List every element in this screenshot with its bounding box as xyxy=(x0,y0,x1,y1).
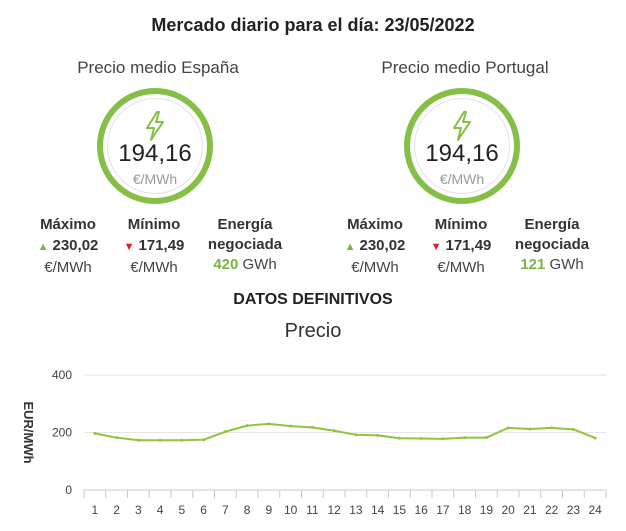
min-unit: €/MWh xyxy=(437,259,485,276)
energy-label-line1: Energía xyxy=(524,216,580,233)
data-point xyxy=(180,438,184,442)
data-point xyxy=(289,424,293,428)
max-stat: Máximo ▲ 230,02 €/MWh xyxy=(28,215,108,278)
x-tick-label: 9 xyxy=(266,503,273,517)
x-tick-label: 24 xyxy=(588,503,602,517)
x-tick-label: 4 xyxy=(157,503,164,517)
data-point xyxy=(310,425,314,429)
x-tick-label: 14 xyxy=(371,503,385,517)
data-point xyxy=(332,429,336,433)
triangle-down-icon: ▼ xyxy=(123,241,135,253)
chart-title: Precio xyxy=(284,320,342,342)
y-axis-label: EUR/MWh xyxy=(21,401,36,463)
min-stat: Mínimo ▼ 171,49 €/MWh xyxy=(419,215,503,278)
data-point xyxy=(484,436,488,440)
x-tick-label: 19 xyxy=(480,503,494,517)
data-point xyxy=(593,436,597,440)
data-point xyxy=(267,422,271,426)
x-tick-label: 13 xyxy=(349,503,363,517)
max-value: 230,02 xyxy=(52,237,99,254)
average-price: 194,16 xyxy=(118,140,192,167)
data-point xyxy=(158,438,162,442)
triangle-up-icon: ▲ xyxy=(344,241,356,253)
x-tick-label: 8 xyxy=(244,503,251,517)
min-stat: Mínimo ▼ 171,49 €/MWh xyxy=(112,215,196,278)
page-title: Mercado diario para el día: 23/05/2022 xyxy=(151,15,475,35)
x-tick-label: 3 xyxy=(135,503,142,517)
data-point xyxy=(245,424,249,428)
triangle-down-icon: ▼ xyxy=(430,241,442,253)
max-unit: €/MWh xyxy=(44,259,92,276)
energy-label-line2: negociada xyxy=(207,236,283,253)
data-point xyxy=(93,431,97,435)
min-value: 171,49 xyxy=(445,237,492,254)
energy-value: 420 xyxy=(213,256,239,273)
x-tick-label: 16 xyxy=(414,503,428,517)
series-line xyxy=(93,422,597,442)
x-tick-label: 20 xyxy=(501,503,515,517)
energy-unit: GWh xyxy=(242,256,277,273)
data-point xyxy=(136,438,140,442)
x-tick-label: 21 xyxy=(523,503,537,517)
energy-unit: GWh xyxy=(549,256,584,273)
data-point xyxy=(354,433,358,437)
energy-value: 121 xyxy=(520,256,546,273)
x-tick-label: 2 xyxy=(113,503,120,517)
x-tick-label: 10 xyxy=(284,503,298,517)
min-label: Mínimo xyxy=(127,216,181,233)
y-tick-label: 200 xyxy=(52,426,72,440)
min-unit: €/MWh xyxy=(130,259,178,276)
price-ring: 194,16 €/MWh xyxy=(97,88,213,204)
data-point xyxy=(441,437,445,441)
min-label: Mínimo xyxy=(434,216,488,233)
market-name: Precio medio España xyxy=(77,58,239,77)
x-tick-label: 11 xyxy=(306,503,319,517)
market-name: Precio medio Portugal xyxy=(381,58,549,77)
data-point xyxy=(528,427,532,431)
x-tick-label: 15 xyxy=(393,503,407,517)
x-tick-label: 1 xyxy=(92,503,99,517)
data-point xyxy=(223,430,227,434)
data-point xyxy=(506,426,510,430)
section-heading: DATOS DEFINITIVOS xyxy=(233,291,393,308)
max-label: Máximo xyxy=(40,216,96,233)
energy-label-line2: negociada xyxy=(514,236,590,253)
x-tick-label: 6 xyxy=(200,503,207,517)
x-tick-label: 22 xyxy=(545,503,559,517)
max-stat: Máximo ▲ 230,02 €/MWh xyxy=(335,215,415,278)
max-unit: €/MWh xyxy=(351,259,399,276)
average-price: 194,16 xyxy=(425,140,499,167)
data-point xyxy=(202,438,206,442)
data-point xyxy=(376,433,380,437)
y-tick-label: 0 xyxy=(65,483,72,497)
data-point xyxy=(419,437,423,441)
x-tick-label: 17 xyxy=(436,503,450,517)
triangle-up-icon: ▲ xyxy=(37,241,49,253)
x-tick-label: 5 xyxy=(179,503,186,517)
x-tick-label: 23 xyxy=(567,503,581,517)
lightning-bolt-icon xyxy=(146,111,164,141)
lightning-bolt-icon xyxy=(453,111,471,141)
data-point xyxy=(115,436,119,440)
price-ring: 194,16 €/MWh xyxy=(404,88,520,204)
max-value: 230,02 xyxy=(359,237,406,254)
max-label: Máximo xyxy=(347,216,403,233)
energy-stat: Energía negociada 121 GWh xyxy=(502,215,602,275)
average-price-unit: €/MWh xyxy=(132,171,178,187)
y-tick-label: 400 xyxy=(52,368,72,382)
x-tick-label: 18 xyxy=(458,503,472,517)
x-tick-label: 7 xyxy=(222,503,229,517)
data-point xyxy=(571,427,575,431)
data-point xyxy=(463,436,467,440)
energy-label-line1: Energía xyxy=(217,216,273,233)
x-tick-label: 12 xyxy=(327,503,341,517)
average-price-unit: €/MWh xyxy=(439,171,485,187)
min-value: 171,49 xyxy=(138,237,185,254)
data-point xyxy=(397,436,401,440)
data-point xyxy=(550,426,554,430)
energy-stat: Energía negociada 420 GWh xyxy=(195,215,295,275)
